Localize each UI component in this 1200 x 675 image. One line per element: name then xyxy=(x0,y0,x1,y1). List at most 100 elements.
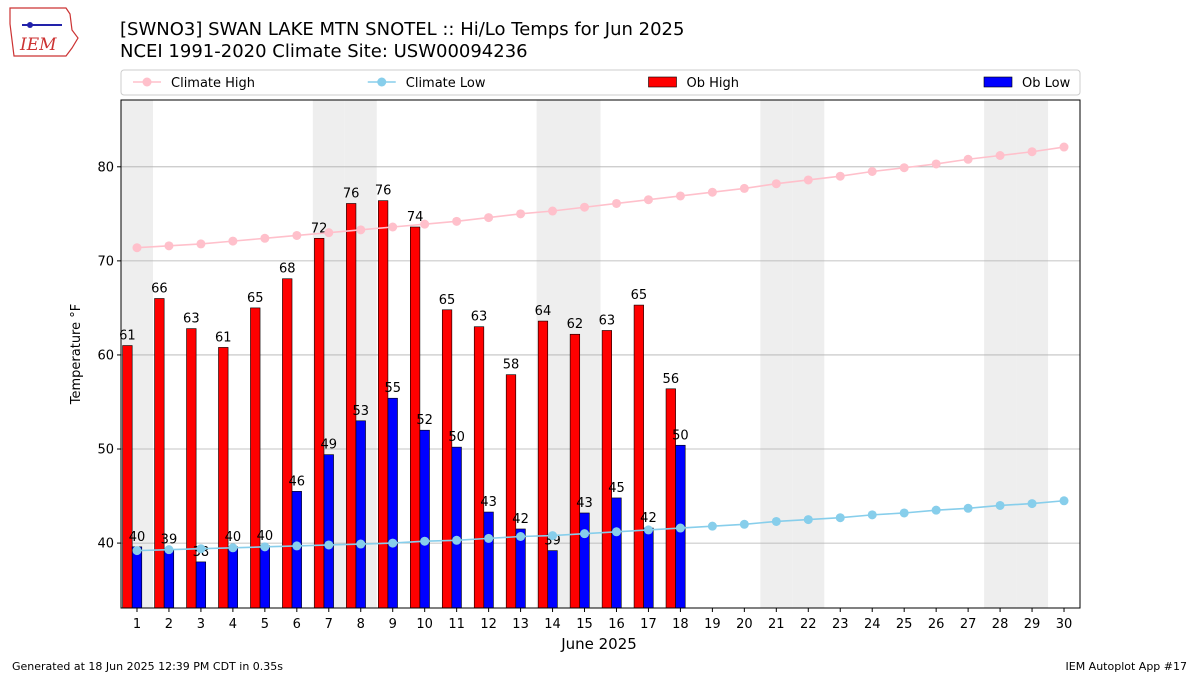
y-tick-label: 70 xyxy=(97,254,114,269)
point xyxy=(803,515,813,525)
point xyxy=(867,510,877,520)
value-label: 43 xyxy=(480,495,497,510)
value-label: 58 xyxy=(503,358,520,373)
point xyxy=(452,535,462,545)
point xyxy=(995,151,1005,161)
legend-swatch xyxy=(142,77,152,87)
value-label: 63 xyxy=(599,313,616,328)
value-label: 62 xyxy=(567,317,584,332)
point xyxy=(803,175,813,185)
bar xyxy=(547,550,558,609)
logo-text: IEM xyxy=(19,35,57,55)
shaded-day xyxy=(984,100,1017,608)
point xyxy=(260,542,270,552)
x-tick-label: 19 xyxy=(704,617,721,632)
point xyxy=(739,519,749,529)
bar xyxy=(537,320,549,609)
value-label: 61 xyxy=(119,329,136,344)
point xyxy=(963,154,973,164)
bar xyxy=(569,333,581,609)
line xyxy=(136,499,1065,552)
point xyxy=(675,523,685,533)
shaded-day xyxy=(760,100,793,608)
value-label: 45 xyxy=(608,481,625,496)
x-tick-label: 15 xyxy=(576,617,593,632)
point xyxy=(867,166,877,176)
legend-swatch xyxy=(377,77,387,87)
x-tick-label: 22 xyxy=(800,617,817,632)
point xyxy=(611,527,621,537)
legend xyxy=(120,69,1081,96)
point xyxy=(707,521,717,531)
x-tick-label: 1 xyxy=(133,617,141,632)
x-tick-label: 4 xyxy=(229,617,237,632)
bar xyxy=(665,388,676,609)
point xyxy=(356,539,366,549)
point xyxy=(931,159,941,169)
point xyxy=(611,198,621,208)
bar xyxy=(259,545,270,609)
x-tick-label: 6 xyxy=(293,617,301,632)
x-tick-label: 2 xyxy=(165,617,173,632)
x-tick-label: 16 xyxy=(608,617,625,632)
bar xyxy=(579,512,590,609)
footer-left: Generated at 18 Jun 2025 12:39 PM CDT in… xyxy=(12,660,283,673)
x-tick-label: 25 xyxy=(896,617,913,632)
point xyxy=(228,236,238,246)
point xyxy=(292,541,302,551)
x-tick-label: 23 xyxy=(832,617,849,632)
y-tick-label: 50 xyxy=(97,443,114,458)
point xyxy=(580,529,590,539)
x-tick-label: 24 xyxy=(864,617,881,632)
x-tick-label: 10 xyxy=(416,617,433,632)
x-tick-label: 18 xyxy=(672,617,689,632)
shaded-day xyxy=(1016,100,1049,608)
x-tick-label: 3 xyxy=(197,617,205,632)
point xyxy=(452,216,462,226)
chart-subtitle: NCEI 1991-2020 Climate Site: USW00094236 xyxy=(120,41,528,62)
point xyxy=(675,191,685,201)
bar xyxy=(378,200,389,609)
value-label: 40 xyxy=(129,530,146,545)
value-label: 64 xyxy=(535,304,552,319)
value-label: 66 xyxy=(151,281,168,296)
point xyxy=(484,213,494,223)
bar xyxy=(282,278,293,609)
x-tick-label: 5 xyxy=(261,617,269,632)
logo: IEM xyxy=(9,7,79,57)
x-tick-label: 29 xyxy=(1024,617,1041,632)
legend-label: Climate Low xyxy=(406,76,486,91)
point xyxy=(899,163,909,173)
point xyxy=(931,505,941,515)
value-label: 61 xyxy=(215,330,232,345)
point xyxy=(420,219,430,229)
point xyxy=(132,546,142,556)
value-label: 65 xyxy=(631,288,648,303)
point xyxy=(388,222,398,232)
bar xyxy=(419,429,430,609)
x-axis-label: June 2025 xyxy=(560,635,637,653)
y-axis-label: Temperature °F xyxy=(69,304,84,405)
x-tick-label: 14 xyxy=(544,617,561,632)
legend-label: Ob Low xyxy=(1022,76,1071,91)
bar xyxy=(451,446,462,609)
value-label: 39 xyxy=(544,534,561,549)
point xyxy=(164,241,174,251)
point xyxy=(899,508,909,518)
point xyxy=(963,503,973,513)
bar xyxy=(355,420,366,609)
x-tick-label: 20 xyxy=(736,617,753,632)
x-tick-label: 26 xyxy=(928,617,945,632)
x-tick-label: 17 xyxy=(640,617,657,632)
bar xyxy=(218,347,229,609)
x-tick-label: 13 xyxy=(512,617,529,632)
bar xyxy=(387,397,398,609)
point xyxy=(292,230,302,240)
value-label: 50 xyxy=(448,430,465,445)
point xyxy=(484,533,494,543)
point xyxy=(260,233,270,243)
x-tick-label: 11 xyxy=(448,617,465,632)
point xyxy=(196,239,206,249)
x-tick-label: 27 xyxy=(960,617,977,632)
